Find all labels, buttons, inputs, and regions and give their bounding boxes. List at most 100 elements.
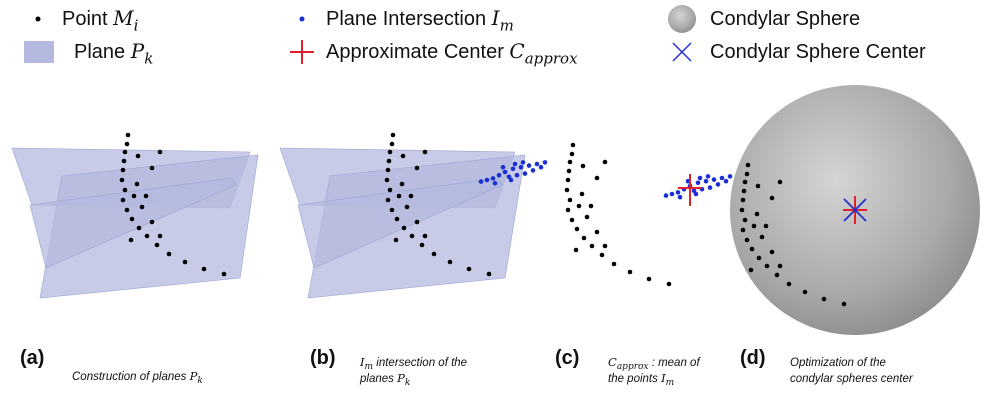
point: [432, 252, 437, 257]
legend-label: Approximate Center Capprox​: [326, 39, 578, 67]
caption-text: planes Pk​: [359, 371, 410, 388]
intersection-point: [543, 160, 548, 165]
subscript: k: [144, 49, 153, 67]
caption-letter: (a): [20, 347, 44, 369]
point: [140, 205, 145, 210]
intersection-point: [698, 176, 703, 181]
point: [402, 226, 407, 231]
point: [581, 164, 586, 169]
point: [647, 277, 652, 282]
subscript: approx: [617, 362, 649, 372]
point: [757, 256, 762, 261]
point: [448, 260, 453, 265]
intersection-point: [485, 178, 490, 183]
point: [741, 198, 746, 203]
point: [423, 150, 428, 155]
intersection-point: [724, 179, 729, 184]
point: [390, 208, 395, 213]
legend-label: Point Mi​: [62, 6, 139, 34]
point: [388, 188, 393, 193]
point: [391, 133, 396, 138]
legend-label: Condylar Sphere Center: [710, 41, 926, 63]
intersection-point: [708, 185, 713, 190]
intersection-point: [509, 178, 514, 183]
legend-label: Condylar Sphere: [710, 8, 860, 30]
point: [612, 262, 617, 267]
point: [167, 252, 172, 257]
point: [765, 264, 770, 269]
math-symbol: P: [189, 369, 198, 383]
point: [566, 178, 571, 183]
point: [415, 220, 420, 225]
math-symbol: M: [112, 6, 134, 30]
point: [600, 253, 605, 258]
intersection-point: [712, 177, 717, 182]
point: [202, 267, 207, 272]
point: [222, 272, 227, 277]
point: [125, 208, 130, 213]
intersection-point: [716, 182, 721, 187]
point: [390, 142, 395, 147]
intersection-point: [515, 173, 520, 178]
text-run: the points: [608, 373, 661, 385]
point: [401, 154, 406, 159]
point: [126, 133, 131, 138]
text-run: Construction of planes: [72, 371, 190, 383]
point: [775, 273, 780, 278]
point: [120, 178, 125, 183]
caption-text: Capprox​ : mean of: [608, 355, 701, 372]
legend-center-marker: [290, 40, 314, 64]
intersection-point: [523, 171, 528, 176]
point: [487, 272, 492, 277]
caption-letter: (c): [555, 347, 579, 369]
subscript: approx: [525, 49, 578, 67]
point: [764, 224, 769, 229]
point: [150, 166, 155, 171]
math-symbol: C: [509, 39, 524, 63]
caption-text: Construction of planes Pk​: [72, 369, 203, 386]
point: [756, 184, 761, 189]
caption-text: condylar spheres center: [790, 373, 914, 385]
point: [125, 142, 130, 147]
point: [570, 218, 575, 223]
point: [415, 166, 420, 171]
intersection-point: [678, 195, 683, 200]
point: [750, 247, 755, 252]
intersection-point: [513, 162, 518, 167]
point: [745, 238, 750, 243]
legend-label: Plane Pk​: [74, 39, 153, 67]
point: [590, 244, 595, 249]
intersection-point: [728, 174, 733, 179]
point: [577, 204, 582, 209]
intersection-point: [670, 192, 675, 197]
intersection-point: [531, 168, 536, 173]
point: [746, 163, 751, 168]
legend-point-marker: [36, 17, 41, 22]
text-run: Plane Intersection: [326, 8, 492, 30]
point: [822, 297, 827, 302]
legend-label: Plane Intersection Im​: [326, 6, 514, 34]
point: [628, 270, 633, 275]
subscript: k: [405, 378, 410, 388]
panel-a-planes: [12, 148, 258, 298]
point: [394, 238, 399, 243]
point: [566, 208, 571, 213]
text-run: condylar spheres center: [790, 373, 914, 385]
legend-sphere-marker: [668, 5, 696, 33]
point: [405, 205, 410, 210]
point: [580, 192, 585, 197]
math-symbol: P: [130, 39, 145, 63]
intersection-point: [539, 165, 544, 170]
point: [121, 198, 126, 203]
subscript: m: [666, 378, 675, 388]
point: [740, 208, 745, 213]
math-symbol: C: [608, 355, 617, 369]
text-run: planes: [359, 373, 397, 385]
intersection-point: [503, 170, 508, 175]
point: [136, 154, 141, 159]
text-run: : mean of: [649, 357, 702, 369]
point: [745, 172, 750, 177]
point: [570, 152, 575, 157]
caption-text: Optimization of the: [790, 357, 886, 369]
math-symbol: P: [396, 371, 405, 385]
